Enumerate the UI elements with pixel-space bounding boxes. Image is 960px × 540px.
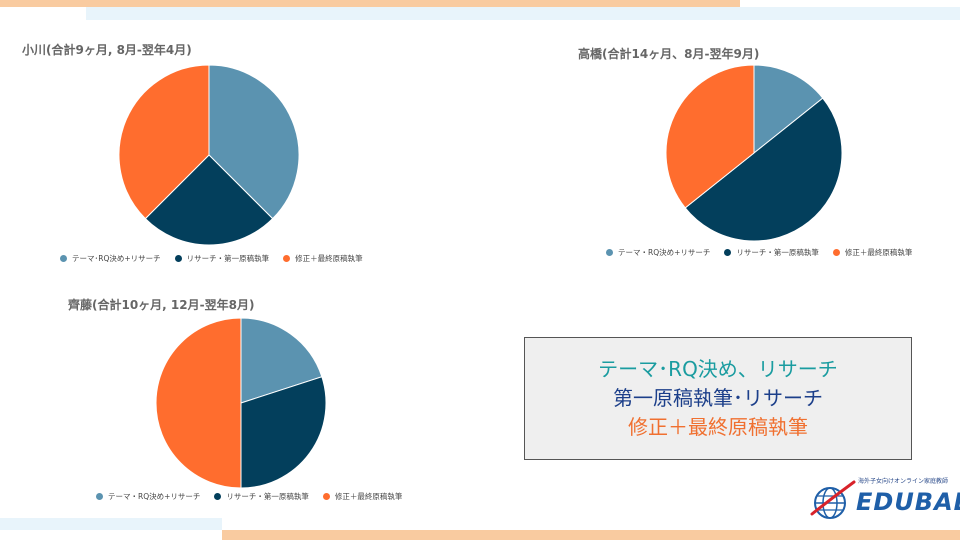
legend-item: リサーチ・第一原稿執筆 <box>724 247 819 258</box>
legend-item: 修正＋最終原稿執筆 <box>832 247 913 258</box>
slice-research-first-draft <box>144 154 274 246</box>
phase-summary-box: テーマ･RQ決め、リサーチ 第一原稿執筆･リサーチ 修正＋最終原稿執筆 <box>524 337 912 460</box>
legend-saito: テーマ・RQ決め+リサーチ リサーチ・第一原稿執筆 修正＋最終原稿執筆 <box>96 491 402 502</box>
legend-swatch <box>606 249 613 256</box>
slice-revision-final-draft <box>155 317 242 489</box>
legend-label: リサーチ・第一原稿執筆 <box>186 254 270 263</box>
legend-swatch <box>214 493 222 500</box>
legend-item: テーマ・RQ決め+リサーチ <box>606 247 710 258</box>
legend-label: 修正＋最終原稿執筆 <box>295 254 363 263</box>
slice-theme-rq-research <box>208 64 300 220</box>
summary-line-research: テーマ･RQ決め、リサーチ <box>598 357 838 381</box>
legend-swatch <box>832 249 840 256</box>
legend-swatch <box>174 255 182 262</box>
pie-chart-takahashi <box>665 64 843 242</box>
legend-item: リサーチ・第一原稿執筆 <box>174 253 270 264</box>
legend-swatch <box>724 249 732 256</box>
legend-item: リサーチ・第一原稿執筆 <box>214 491 309 502</box>
legend-label: 修正＋最終原稿執筆 <box>844 248 913 257</box>
slice-theme-rq-research <box>240 317 323 404</box>
legend-label: 修正＋最終原稿執筆 <box>334 492 403 501</box>
legend-label: テーマ・RQ決め+リサーチ <box>108 492 201 501</box>
edubal-logo: 海外子女向けオンライン家庭教師 EDUBAL <box>810 474 960 526</box>
chart-title-takahashi: 高橋(合計14ヶ月、8月-翌年9月) <box>578 47 760 61</box>
legend-label: テーマ・RQ決め+リサーチ <box>618 248 711 257</box>
top-blue-band <box>86 7 960 20</box>
summary-line-first-draft: 第一原稿執筆･リサーチ <box>613 386 823 410</box>
summary-line-final-draft: 修正＋最終原稿執筆 <box>628 415 808 439</box>
bottom-orange-band <box>222 530 960 540</box>
legend-item: テーマ･RQ決め+リサーチ <box>60 253 161 264</box>
pie-chart-ogawa <box>118 64 300 246</box>
legend-label: リサーチ・第一原稿執筆 <box>226 492 309 501</box>
legend-item: テーマ・RQ決め+リサーチ <box>96 491 200 502</box>
chart-title-ogawa: 小川(合計9ヶ月, 8月-翌年4月) <box>22 43 192 57</box>
legend-label: リサーチ・第一原稿執筆 <box>736 248 819 257</box>
pie-chart-saito <box>155 317 327 489</box>
legend-swatch <box>96 493 103 500</box>
legend-item: 修正＋最終原稿執筆 <box>283 253 363 264</box>
logo-wordmark: EDUBAL <box>856 488 960 516</box>
legend-swatch <box>322 493 330 500</box>
slice-research-first-draft <box>684 97 843 242</box>
legend-label: テーマ･RQ決め+リサーチ <box>72 254 161 263</box>
globe-icon <box>810 480 856 519</box>
legend-swatch <box>283 255 291 262</box>
legend-ogawa: テーマ･RQ決め+リサーチ リサーチ・第一原稿執筆 修正＋最終原稿執筆 <box>60 253 363 264</box>
slice-research-first-draft <box>240 376 327 489</box>
legend-takahashi: テーマ・RQ決め+リサーチ リサーチ・第一原稿執筆 修正＋最終原稿執筆 <box>606 247 912 258</box>
logo-subtitle: 海外子女向けオンライン家庭教師 <box>858 478 949 485</box>
legend-item: 修正＋最終原稿執筆 <box>322 491 403 502</box>
slice-revision-final-draft <box>665 64 755 209</box>
bottom-blue-band <box>0 518 222 530</box>
chart-title-saito: 齊藤(合計10ヶ月, 12月-翌年8月) <box>68 298 255 312</box>
top-orange-band <box>0 0 740 7</box>
slice-revision-final-draft <box>118 64 210 220</box>
slice-theme-rq-research <box>753 64 824 155</box>
legend-swatch <box>60 255 67 262</box>
